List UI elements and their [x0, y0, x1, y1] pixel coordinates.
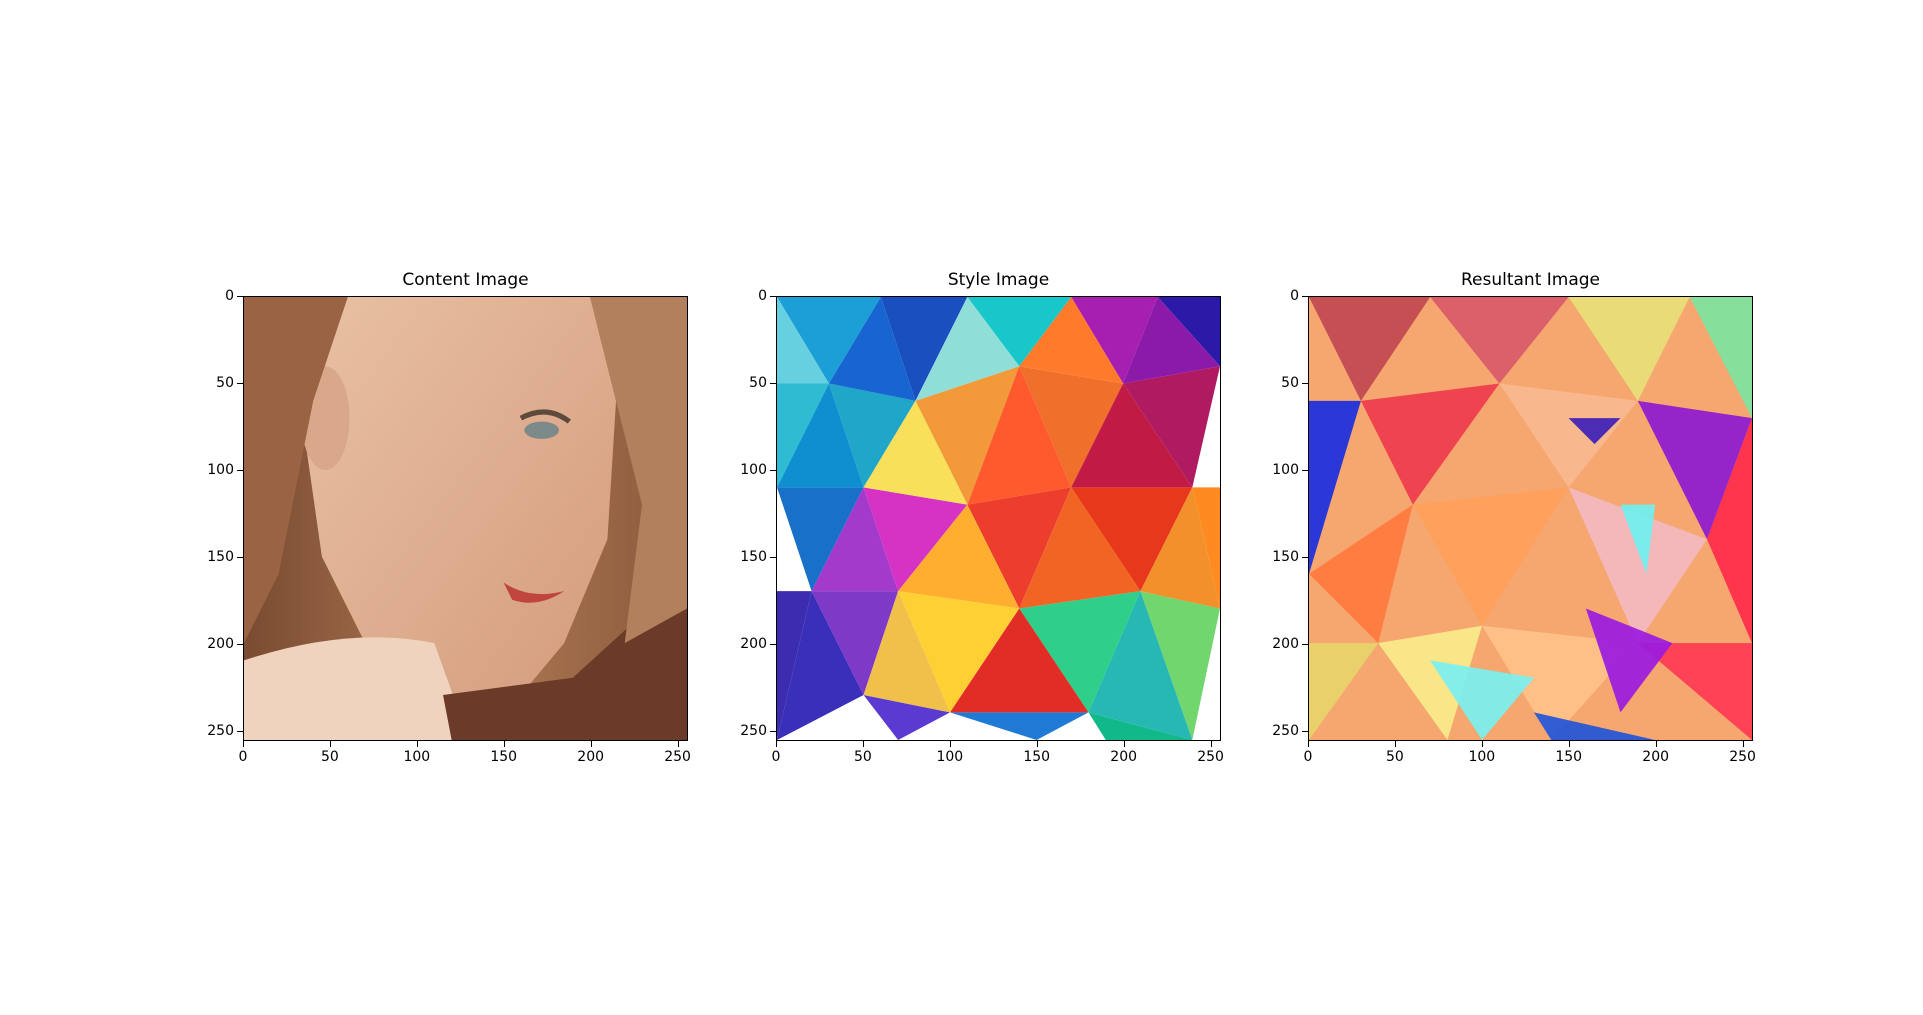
- x-tick-label: 200: [1642, 749, 1670, 765]
- y-tick-label: 200: [740, 635, 767, 652]
- y-tick: [1302, 296, 1308, 297]
- x-tick-label: 0: [771, 749, 781, 765]
- y-tick: [1302, 643, 1308, 645]
- x-tick: [243, 741, 244, 747]
- y-tick-label: 150: [207, 548, 234, 565]
- y-tick: [770, 469, 776, 471]
- y-tick-label: 100: [1272, 461, 1299, 478]
- x-tick: [503, 741, 505, 747]
- x-tick-label: 0: [238, 749, 248, 765]
- x-tick-label: 150: [1555, 749, 1583, 765]
- x-tick-label: 200: [577, 749, 605, 765]
- y-tick-label: 200: [1272, 635, 1299, 652]
- style-image: [776, 296, 1221, 741]
- x-tick: [949, 741, 951, 747]
- y-tick-label: 100: [740, 461, 767, 478]
- y-tick-label: 250: [740, 722, 767, 739]
- x-tick-label: 50: [320, 749, 339, 765]
- x-tick: [862, 741, 864, 747]
- x-tick-label: 0: [1303, 749, 1313, 765]
- y-tick-label: 150: [740, 548, 767, 565]
- x-tick: [590, 741, 592, 747]
- x-tick-label: 150: [1023, 749, 1051, 765]
- result-title: Resultant Image: [1460, 270, 1601, 290]
- x-tick: [1210, 741, 1212, 747]
- content-image: [243, 296, 688, 741]
- x-tick: [1308, 741, 1309, 747]
- x-tick-label: 100: [403, 749, 431, 765]
- x-tick-label: 250: [1729, 749, 1756, 765]
- y-tick: [770, 296, 776, 297]
- y-tick-label: 0: [1290, 288, 1299, 304]
- x-tick-label: 250: [1197, 749, 1224, 765]
- y-tick-label: 0: [225, 288, 234, 304]
- x-tick: [1742, 741, 1744, 747]
- x-tick-label: 250: [664, 749, 691, 765]
- x-tick: [416, 741, 418, 747]
- y-tick: [237, 469, 243, 471]
- y-tick-label: 250: [207, 722, 234, 739]
- x-tick: [329, 741, 331, 747]
- y-tick-label: 0: [758, 288, 767, 304]
- y-tick: [237, 556, 243, 558]
- y-tick: [237, 382, 243, 384]
- y-tick: [1302, 469, 1308, 471]
- x-tick: [1481, 741, 1483, 747]
- y-tick: [237, 730, 243, 732]
- y-tick: [1302, 382, 1308, 384]
- x-tick-label: 50: [1385, 749, 1404, 765]
- x-tick: [1655, 741, 1657, 747]
- y-tick-label: 50: [749, 374, 767, 391]
- y-tick: [237, 296, 243, 297]
- y-tick: [1302, 556, 1308, 558]
- y-tick: [770, 556, 776, 558]
- style-title: Style Image: [947, 270, 1050, 290]
- y-tick-label: 250: [1272, 722, 1299, 739]
- x-tick: [1123, 741, 1125, 747]
- x-tick-label: 200: [1110, 749, 1138, 765]
- x-tick: [1394, 741, 1396, 747]
- result-image: [1308, 296, 1753, 741]
- y-tick: [770, 382, 776, 384]
- x-tick: [1568, 741, 1570, 747]
- y-tick-label: 50: [1281, 374, 1299, 391]
- y-tick: [237, 643, 243, 645]
- x-tick-label: 100: [936, 749, 964, 765]
- x-tick: [1036, 741, 1038, 747]
- y-tick-label: 150: [1272, 548, 1299, 565]
- x-tick: [776, 741, 777, 747]
- y-tick-label: 100: [207, 461, 234, 478]
- y-tick-label: 200: [207, 635, 234, 652]
- y-tick-label: 50: [216, 374, 234, 391]
- y-tick: [1302, 730, 1308, 732]
- x-tick-label: 50: [853, 749, 872, 765]
- y-tick: [770, 643, 776, 645]
- y-tick: [770, 730, 776, 732]
- content-title: Content Image: [402, 270, 529, 290]
- x-tick-label: 150: [490, 749, 518, 765]
- x-tick-label: 100: [1468, 749, 1496, 765]
- x-tick: [677, 741, 679, 747]
